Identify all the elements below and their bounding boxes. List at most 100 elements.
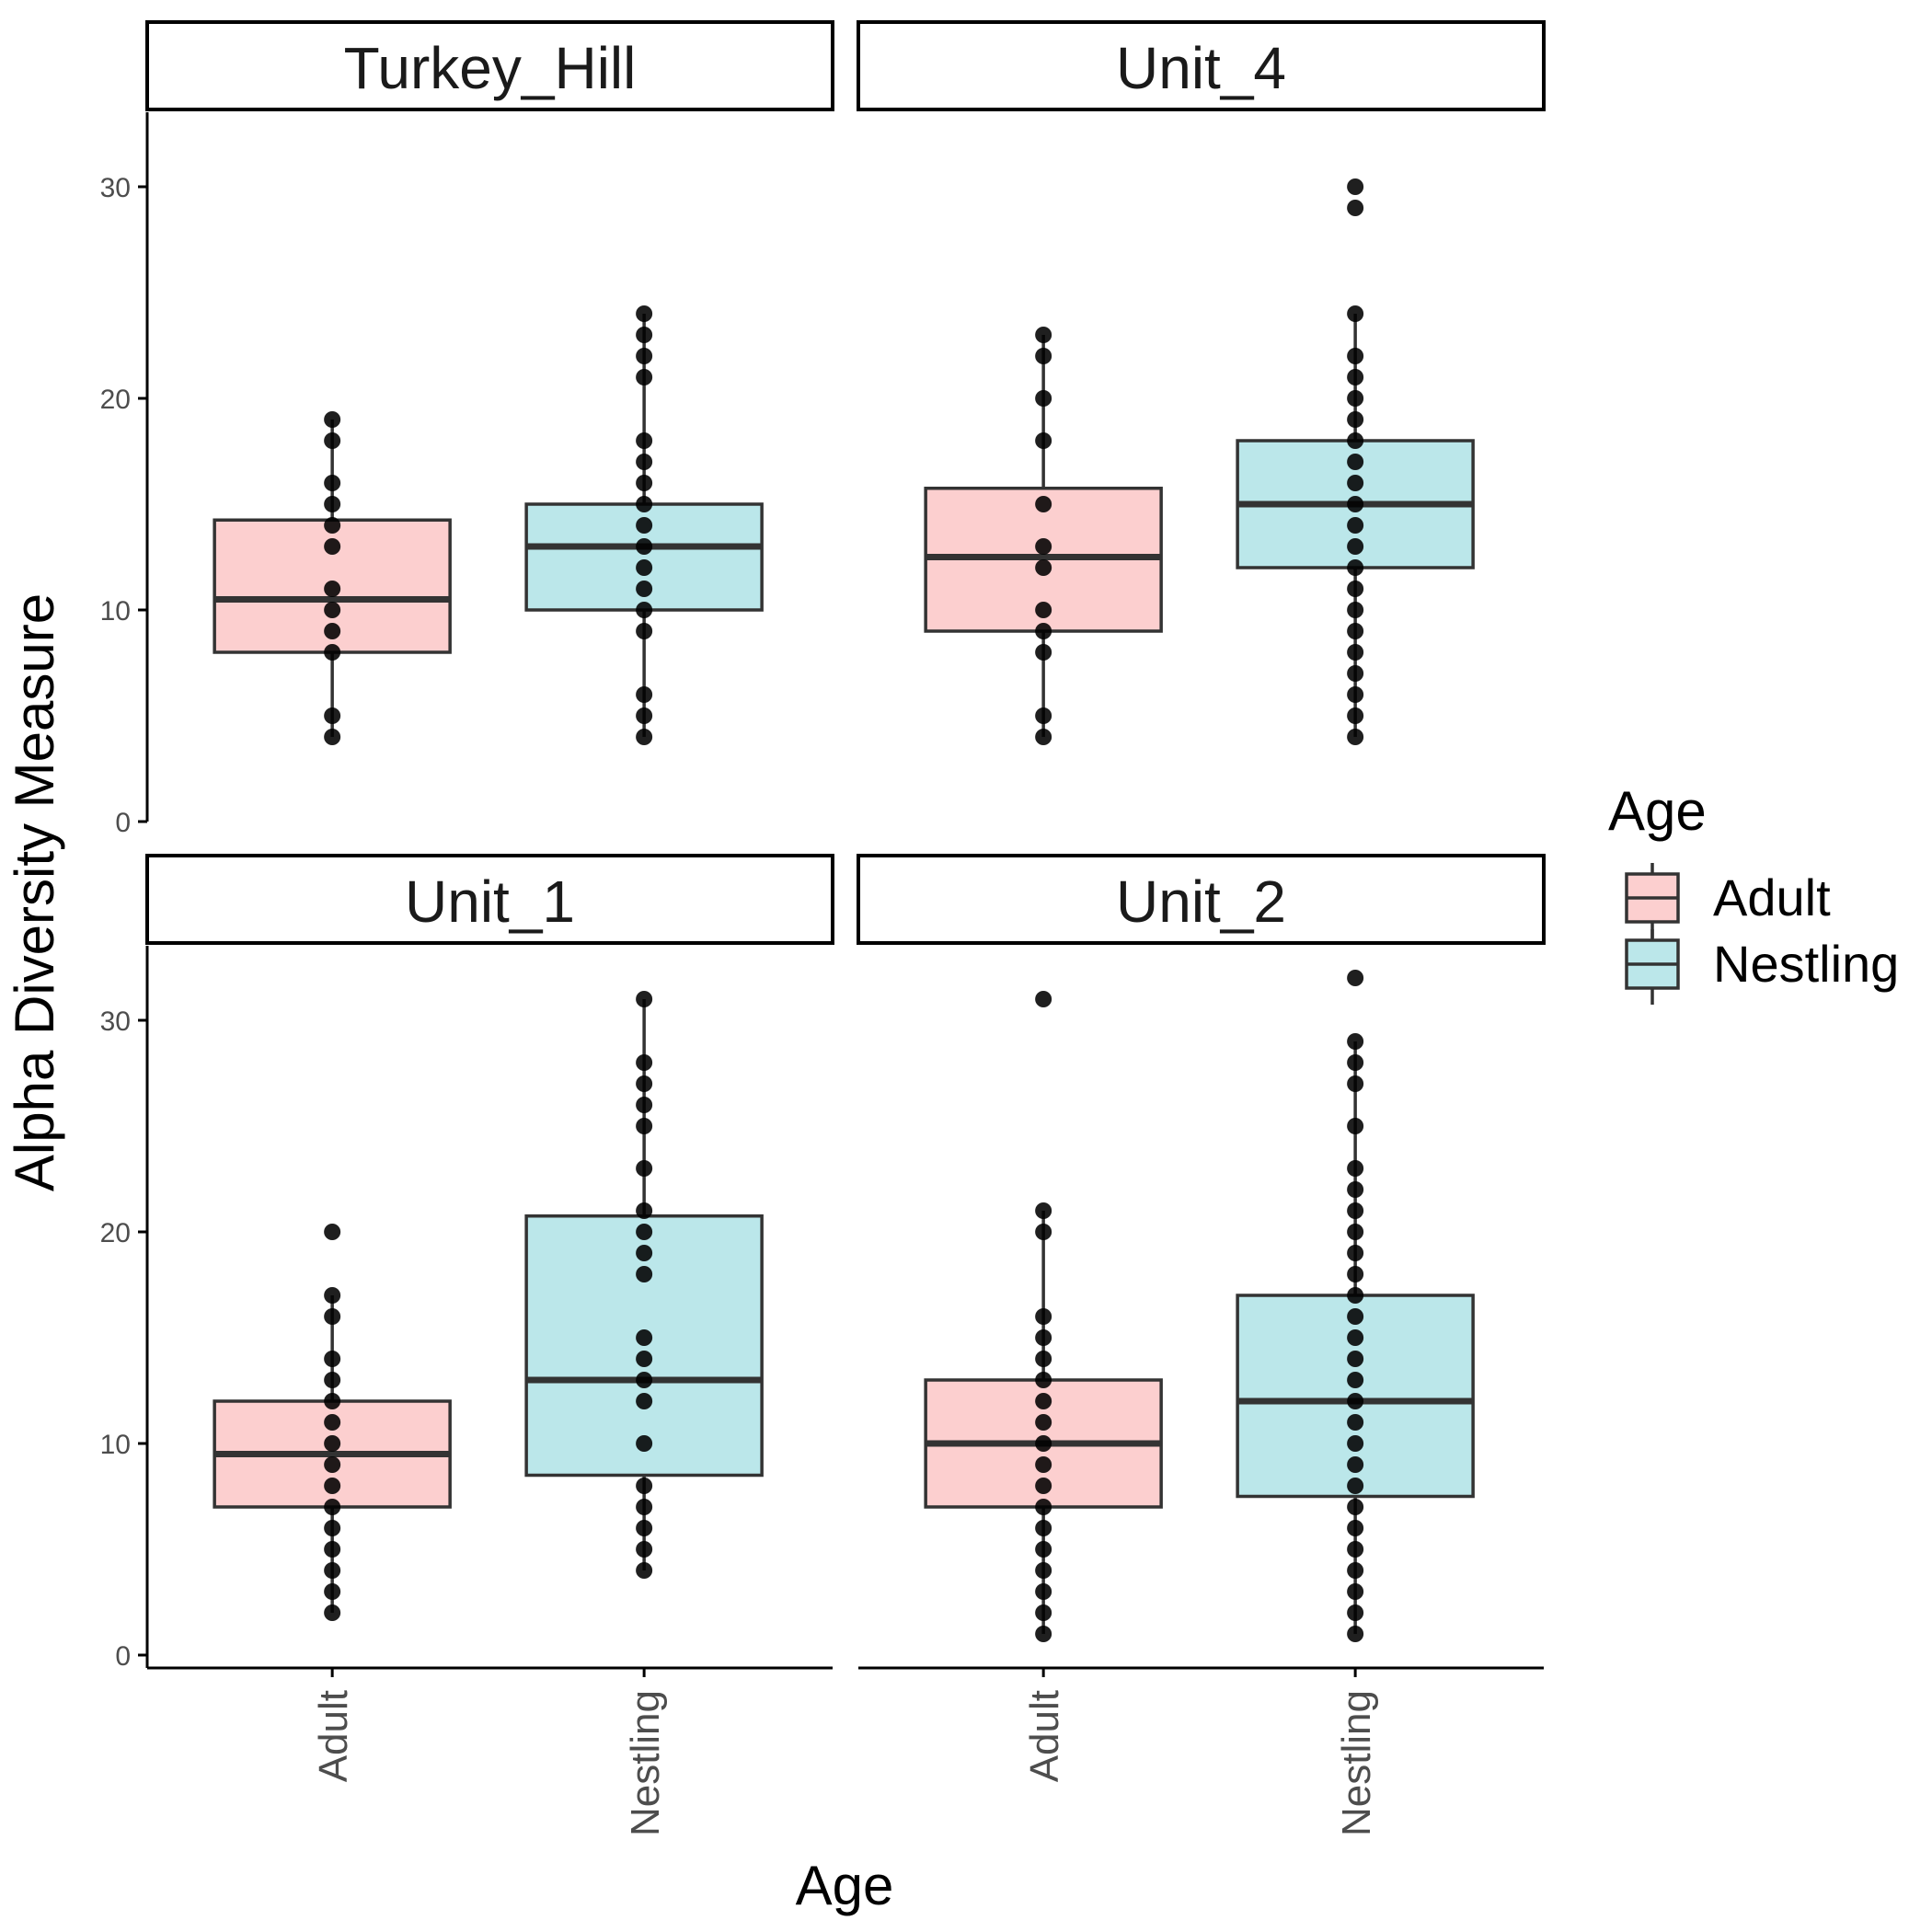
data-point [1035, 390, 1052, 407]
data-point [1347, 1478, 1364, 1494]
x-tick-label: Nestling [623, 1690, 668, 1836]
data-point [1035, 1626, 1052, 1642]
data-point [636, 1160, 653, 1177]
data-point [636, 581, 653, 597]
data-point [324, 1499, 341, 1515]
data-point [1035, 1604, 1052, 1621]
data-point [324, 1414, 341, 1431]
data-point [1035, 1456, 1052, 1473]
data-point [1347, 1054, 1364, 1071]
data-point [1347, 496, 1364, 512]
data-point [1347, 1351, 1364, 1367]
data-point [324, 432, 341, 449]
data-point [1347, 1456, 1364, 1473]
data-point [636, 1351, 653, 1367]
x-axis-title: Age [796, 1855, 894, 1916]
data-point [636, 707, 653, 724]
data-point [1347, 970, 1364, 986]
data-point [1035, 432, 1052, 449]
data-point [1035, 1372, 1052, 1388]
data-point [1347, 1499, 1364, 1515]
data-point [1035, 1202, 1052, 1219]
data-point [324, 1351, 341, 1367]
legend-label: Nestling [1713, 935, 1899, 993]
data-point [636, 1329, 653, 1346]
box-nestling [524, 991, 764, 1579]
data-point [1347, 1414, 1364, 1431]
data-point [1347, 1266, 1364, 1282]
data-point [636, 1541, 653, 1558]
data-point [636, 496, 653, 512]
box-adult [213, 1224, 452, 1621]
data-point [1035, 538, 1052, 555]
panels-layer: Turkey_Hill 0 10 20 30 Unit_4 Unit_1 0 10 20 30 Adu… [100, 20, 1546, 1836]
data-point [324, 1562, 341, 1579]
data-point [1035, 1308, 1052, 1325]
data-point [636, 1245, 653, 1261]
data-point [636, 1224, 653, 1240]
data-point [1347, 369, 1364, 385]
data-point [1347, 348, 1364, 364]
data-point [1347, 707, 1364, 724]
data-point [1347, 1075, 1364, 1092]
data-point [324, 1456, 341, 1473]
y-tick-label: 10 [100, 1430, 131, 1460]
panel-turkey-hill: Turkey_Hill 0 10 20 30 [100, 20, 834, 838]
x-tick-label: Adult [1022, 1690, 1067, 1782]
data-point [1347, 1393, 1364, 1409]
data-point [1347, 178, 1364, 195]
data-point [1347, 305, 1364, 322]
data-point [1347, 1181, 1364, 1198]
facet-strip [145, 854, 834, 945]
data-point [324, 475, 341, 491]
x-tick-label: Adult [311, 1690, 356, 1782]
data-point [636, 1393, 653, 1409]
data-point [1347, 1435, 1364, 1452]
data-point [636, 1118, 653, 1134]
data-point [1347, 1224, 1364, 1240]
x-tick-label: Nestling [1334, 1690, 1379, 1836]
data-point [1347, 729, 1364, 745]
data-point [324, 602, 341, 618]
data-point [324, 1287, 341, 1304]
data-point [1035, 1224, 1052, 1240]
data-point [1347, 1033, 1364, 1050]
data-point [636, 1562, 653, 1579]
y-tick-label: 0 [115, 1641, 131, 1672]
facet-strip-label: Unit_1 [405, 868, 575, 935]
data-point [1347, 517, 1364, 534]
data-point [636, 991, 653, 1007]
data-point [636, 623, 653, 639]
data-point [1347, 1541, 1364, 1558]
data-point [324, 411, 341, 428]
data-point [1347, 1372, 1364, 1388]
data-point [324, 1372, 341, 1388]
panel-unit-4: Unit_4 [857, 20, 1546, 745]
data-point [1035, 1351, 1052, 1367]
data-point [1035, 707, 1052, 724]
data-point [636, 538, 653, 555]
data-point [1035, 1499, 1052, 1515]
data-point [1347, 1583, 1364, 1600]
data-point [1035, 644, 1052, 661]
y-tick-label: 30 [100, 173, 131, 203]
y-axis-title: Alpha Diversity Measure [4, 593, 65, 1191]
data-point [324, 517, 341, 534]
data-point [636, 1372, 653, 1388]
data-point [1347, 665, 1364, 682]
data-point [636, 348, 653, 364]
data-point [636, 1097, 653, 1113]
data-point [636, 686, 653, 703]
data-point [1035, 1414, 1052, 1431]
data-point [1347, 475, 1364, 491]
data-point [324, 644, 341, 661]
data-point [324, 707, 341, 724]
data-point [1035, 991, 1052, 1007]
data-point [1035, 1478, 1052, 1494]
y-tick-label: 10 [100, 596, 131, 627]
data-point [1347, 1520, 1364, 1536]
data-point [324, 538, 341, 555]
data-point [1035, 1393, 1052, 1409]
data-point [1347, 1329, 1364, 1346]
